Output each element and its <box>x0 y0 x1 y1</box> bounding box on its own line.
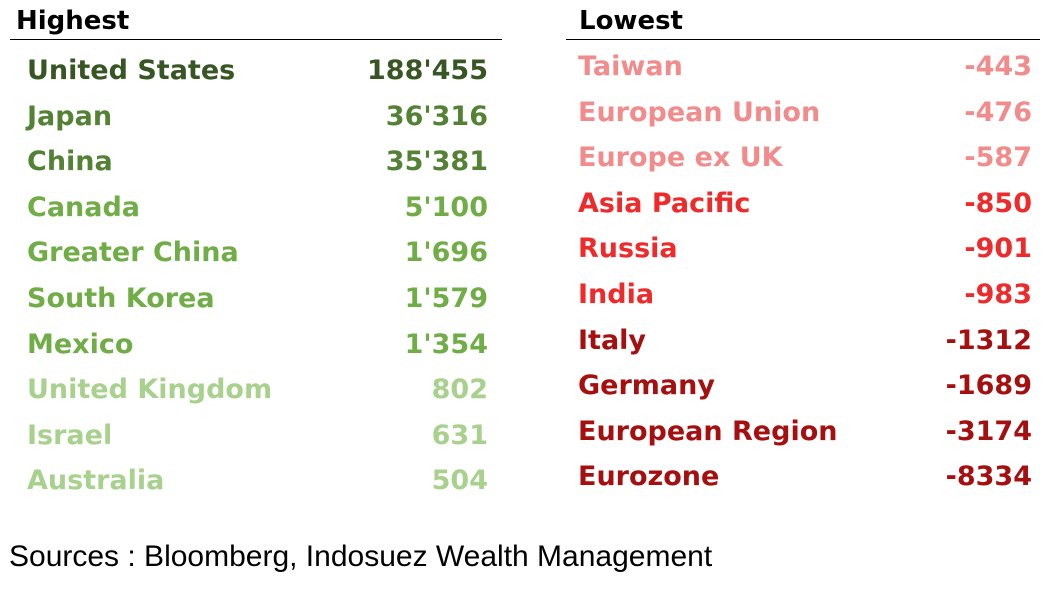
highest-country-name: Australia <box>27 465 165 497</box>
lowest-country-name: Germany <box>578 370 715 402</box>
lowest-country-name: European Region <box>578 415 838 447</box>
lowest-country-name: Russia <box>578 233 678 265</box>
highest-country-value: 631 <box>431 419 488 451</box>
highest-country-value: 1'696 <box>404 237 488 269</box>
highest-row: Israel 631 <box>10 413 502 459</box>
highest-row: Canada 5'100 <box>10 185 502 231</box>
highest-panel: Highest United States 188'455 Japan 36'316 C… <box>10 0 502 504</box>
highest-rows: United States 188'455 Japan 36'316 China 35'3… <box>10 40 502 504</box>
lowest-country-name: Europe ex UK <box>578 142 783 174</box>
highest-country-name: United Kingdom <box>27 374 273 406</box>
highest-country-name: South Korea <box>27 282 215 314</box>
lowest-rows: Taiwan -443 European Union -476 Europe ex UK… <box>566 40 1040 500</box>
lowest-country-value: -983 <box>964 278 1032 310</box>
highest-country-name: Israel <box>27 419 113 451</box>
highest-country-name: Mexico <box>27 328 134 360</box>
highest-country-name: United States <box>27 55 236 86</box>
highest-country-name: China <box>27 146 113 178</box>
highest-country-value: 36'316 <box>385 100 488 132</box>
highest-country-name: Canada <box>27 191 141 223</box>
lowest-row: Europe ex UK -587 <box>566 135 1040 181</box>
highest-header: Highest <box>10 0 502 40</box>
lowest-row: European Region -3174 <box>566 409 1040 455</box>
lowest-row: India -983 <box>566 272 1040 318</box>
highest-country-value: 504 <box>431 465 488 497</box>
highest-row: Greater China 1'696 <box>10 230 502 276</box>
highest-country-value: 5'100 <box>404 191 488 223</box>
lowest-country-name: European Union <box>578 96 821 128</box>
lowest-row: European Union -476 <box>566 90 1040 136</box>
highest-country-value: 1'354 <box>404 328 488 360</box>
lowest-country-name: Asia Pacific <box>578 187 751 219</box>
highest-country-value: 35'381 <box>385 146 488 178</box>
source-note: Sources : Bloomberg, Indosuez Wealth Man… <box>9 540 713 573</box>
highest-row: China 35'381 <box>10 139 502 185</box>
lowest-country-name: Taiwan <box>578 51 683 82</box>
lowest-country-name: India <box>578 278 655 310</box>
lowest-country-name: Italy <box>578 324 647 356</box>
lowest-country-value: -901 <box>964 233 1032 265</box>
lowest-row: Germany -1689 <box>566 363 1040 409</box>
lowest-country-value: -8334 <box>945 461 1032 493</box>
highest-row: Australia 504 <box>10 458 502 504</box>
highest-row: Japan 36'316 <box>10 94 502 140</box>
highest-row: South Korea 1'579 <box>10 276 502 322</box>
lowest-country-value: -1312 <box>945 324 1032 356</box>
lowest-panel: Lowest Taiwan -443 European Union -476 Europ… <box>566 0 1040 500</box>
highest-country-value: 802 <box>431 374 488 406</box>
lowest-row: Russia -901 <box>566 226 1040 272</box>
lowest-row: Italy -1312 <box>566 318 1040 364</box>
lowest-country-value: -476 <box>964 96 1032 128</box>
lowest-country-name: Eurozone <box>578 461 720 493</box>
highest-row: Mexico 1'354 <box>10 322 502 368</box>
lowest-country-value: -443 <box>964 51 1032 82</box>
lowest-country-value: -587 <box>964 142 1032 174</box>
lowest-country-value: -1689 <box>945 370 1032 402</box>
lowest-header: Lowest <box>566 0 1040 40</box>
highest-row: United States 188'455 <box>10 48 502 94</box>
lowest-row: Asia Pacific -850 <box>566 181 1040 227</box>
highest-country-value: 188'455 <box>367 55 488 86</box>
highest-country-value: 1'579 <box>404 282 488 314</box>
highest-country-name: Greater China <box>27 237 239 269</box>
lowest-row: Eurozone -8334 <box>566 454 1040 500</box>
lowest-country-value: -3174 <box>945 415 1032 447</box>
highest-country-name: Japan <box>27 100 113 132</box>
lowest-row: Taiwan -443 <box>566 44 1040 90</box>
lowest-country-value: -850 <box>964 187 1032 219</box>
highest-row: United Kingdom 802 <box>10 367 502 413</box>
